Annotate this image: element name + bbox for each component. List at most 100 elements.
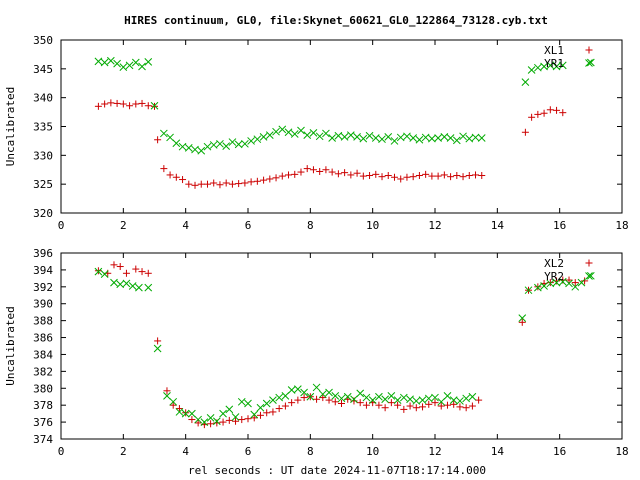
data-point bbox=[387, 399, 395, 407]
data-point bbox=[424, 394, 433, 403]
data-point bbox=[565, 276, 573, 284]
data-point bbox=[368, 396, 377, 404]
data-point bbox=[475, 396, 483, 404]
data-point bbox=[250, 410, 259, 419]
data-point bbox=[272, 174, 280, 182]
data-point bbox=[175, 405, 183, 413]
data-point bbox=[110, 261, 118, 269]
data-point bbox=[428, 134, 436, 143]
data-point bbox=[210, 179, 218, 187]
data-point bbox=[232, 417, 240, 425]
data-point bbox=[166, 171, 174, 179]
y-tick-label: 378 bbox=[33, 399, 53, 412]
data-point bbox=[182, 409, 190, 417]
data-point bbox=[206, 414, 215, 422]
data-point bbox=[116, 280, 125, 289]
data-point bbox=[390, 173, 398, 181]
data-point bbox=[447, 173, 455, 181]
data-point bbox=[468, 392, 477, 401]
data-point bbox=[241, 139, 249, 148]
data-point bbox=[465, 134, 474, 143]
x-tick-label: 0 bbox=[58, 219, 65, 232]
data-point bbox=[237, 397, 246, 406]
legend-label: YR2 bbox=[544, 270, 564, 283]
data-point bbox=[322, 129, 330, 138]
data-point bbox=[331, 398, 339, 406]
data-point bbox=[250, 414, 258, 422]
data-point bbox=[188, 416, 196, 424]
data-point bbox=[281, 392, 290, 400]
data-point bbox=[387, 392, 396, 400]
chart-title: HIRES continuum, GL0, file:Skynet_60621_… bbox=[124, 14, 548, 27]
data-point bbox=[412, 404, 420, 412]
legend-label: YR1 bbox=[544, 57, 564, 70]
data-point bbox=[459, 173, 467, 181]
x-tick-label: 10 bbox=[366, 445, 379, 458]
y-tick-label: 396 bbox=[33, 247, 53, 260]
data-point bbox=[284, 128, 293, 137]
data-point bbox=[378, 135, 386, 144]
data-point bbox=[113, 99, 121, 107]
chart-panel-2: 0 2 4 6 8 10 12 14 16 18 374 376 378 380 382 384 386 388 3… bbox=[4, 247, 629, 458]
data-point bbox=[135, 283, 143, 292]
data-point bbox=[116, 263, 124, 271]
data-point bbox=[415, 172, 423, 180]
data-point bbox=[533, 283, 542, 292]
y-axis-label: Uncalibrated bbox=[4, 87, 17, 166]
x-tick-label: 2 bbox=[120, 219, 127, 232]
data-point bbox=[275, 405, 283, 413]
data-point bbox=[122, 279, 131, 288]
y-tick-label: 374 bbox=[33, 433, 53, 446]
data-point bbox=[216, 181, 224, 189]
data-point bbox=[122, 269, 130, 277]
x-axis-label: rel seconds : UT date 2024-11-07T18:17:1… bbox=[188, 464, 486, 477]
data-point bbox=[222, 142, 231, 150]
data-point bbox=[540, 109, 548, 117]
data-point bbox=[126, 102, 134, 110]
data-point bbox=[419, 403, 427, 411]
data-point bbox=[194, 415, 202, 424]
data-point bbox=[524, 286, 533, 295]
data-point bbox=[203, 180, 211, 188]
data-point bbox=[434, 134, 442, 142]
data-point bbox=[390, 137, 399, 145]
data-point bbox=[353, 169, 361, 177]
x-tick-label: 8 bbox=[307, 445, 314, 458]
data-point bbox=[362, 401, 370, 409]
data-point bbox=[343, 392, 352, 401]
data-point bbox=[209, 141, 218, 149]
data-point bbox=[472, 171, 480, 179]
data-point bbox=[144, 283, 153, 292]
y-tick-label: 394 bbox=[33, 264, 53, 277]
data-point bbox=[586, 58, 595, 67]
data-point bbox=[341, 169, 349, 177]
data-point bbox=[534, 283, 542, 291]
data-point bbox=[194, 419, 202, 427]
data-point bbox=[178, 142, 187, 151]
data-point bbox=[300, 394, 308, 402]
data-point bbox=[381, 395, 389, 404]
x-tick-label: 6 bbox=[245, 219, 252, 232]
legend-label: XL1 bbox=[544, 44, 564, 57]
y-tick-label: 330 bbox=[33, 149, 53, 162]
data-point bbox=[234, 140, 243, 149]
data-point bbox=[384, 172, 392, 180]
data-point bbox=[440, 133, 449, 141]
data-point bbox=[119, 100, 127, 108]
data-point bbox=[412, 397, 421, 405]
data-point bbox=[319, 394, 327, 402]
data-point bbox=[309, 166, 317, 174]
data-point bbox=[197, 146, 206, 155]
x-tick-label: 2 bbox=[120, 445, 127, 458]
data-point bbox=[540, 282, 548, 290]
data-point bbox=[297, 168, 305, 176]
y-tick-label: 320 bbox=[33, 207, 53, 220]
data-point bbox=[338, 399, 345, 407]
data-point bbox=[428, 172, 436, 180]
data-point bbox=[546, 279, 555, 288]
data-point bbox=[337, 394, 346, 403]
data-point bbox=[290, 130, 299, 138]
data-point bbox=[521, 128, 529, 136]
data-point bbox=[328, 168, 336, 176]
